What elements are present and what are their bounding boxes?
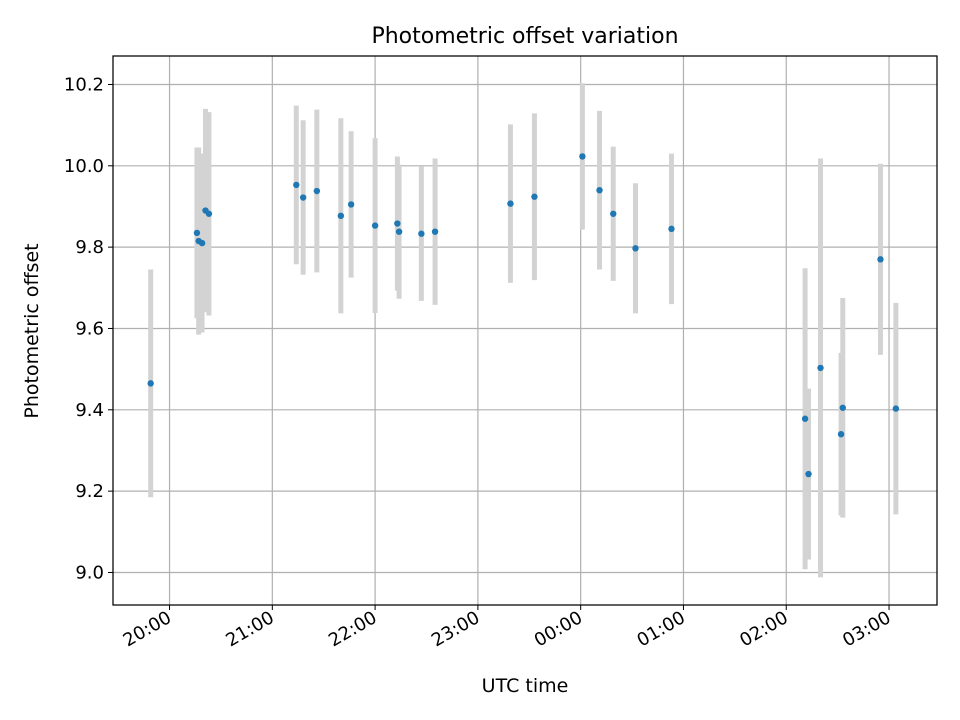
data-point <box>147 380 154 387</box>
data-point <box>839 404 846 411</box>
error-bars <box>148 83 899 578</box>
data-point <box>531 193 538 200</box>
x-tick-label: 23:00 <box>428 607 483 651</box>
grid <box>113 56 937 605</box>
data-point <box>507 200 514 207</box>
y-tick-label: 9.6 <box>75 318 104 339</box>
y-axis-ticks: 9.0 9.2 9.4 9.6 9.8 10.0 10.2 <box>64 74 113 583</box>
data-point <box>313 187 321 195</box>
y-tick-label: 9.8 <box>75 237 104 258</box>
data-point <box>347 201 355 208</box>
y-tick-label: 9.4 <box>75 400 104 421</box>
data-point <box>801 415 809 422</box>
x-tick-label: 21:00 <box>222 607 277 651</box>
data-point <box>805 470 812 478</box>
data-point <box>205 210 213 217</box>
x-axis-ticks: 20:00 21:00 22:00 23:00 00:00 01:00 02:00 03:00 <box>120 605 895 651</box>
data-point <box>395 228 403 235</box>
x-tick-label: 20:00 <box>120 607 175 651</box>
data-point <box>837 431 845 438</box>
x-tick-label: 22:00 <box>325 607 380 651</box>
data-point <box>877 256 884 263</box>
chart-title: Photometric offset variation <box>371 24 678 49</box>
y-axis-label: Photometric offset <box>21 243 43 418</box>
data-point <box>817 364 824 372</box>
data-point <box>293 181 300 189</box>
data-point <box>632 245 639 252</box>
x-axis-label: UTC time <box>482 675 569 697</box>
y-tick-label: 10.2 <box>64 74 104 95</box>
data-point <box>418 230 425 237</box>
data-point <box>198 239 206 247</box>
data-points <box>147 153 900 478</box>
data-point <box>668 225 675 233</box>
data-point <box>394 220 401 227</box>
data-point <box>337 212 345 220</box>
y-tick-label: 9.0 <box>75 562 104 583</box>
data-point <box>596 187 603 194</box>
data-point <box>431 228 439 235</box>
data-point <box>371 222 379 229</box>
data-point <box>892 405 900 412</box>
data-point <box>193 229 201 237</box>
x-tick-label: 00:00 <box>531 607 586 651</box>
y-tick-label: 9.2 <box>75 481 104 502</box>
x-tick-label: 01:00 <box>634 607 689 651</box>
data-point <box>579 153 586 160</box>
data-point <box>610 210 617 217</box>
y-tick-label: 10.0 <box>64 156 104 177</box>
plot-frame <box>112 55 938 606</box>
x-tick-label: 02:00 <box>736 607 791 651</box>
data-point <box>299 194 307 201</box>
x-tick-label: 03:00 <box>839 607 894 651</box>
